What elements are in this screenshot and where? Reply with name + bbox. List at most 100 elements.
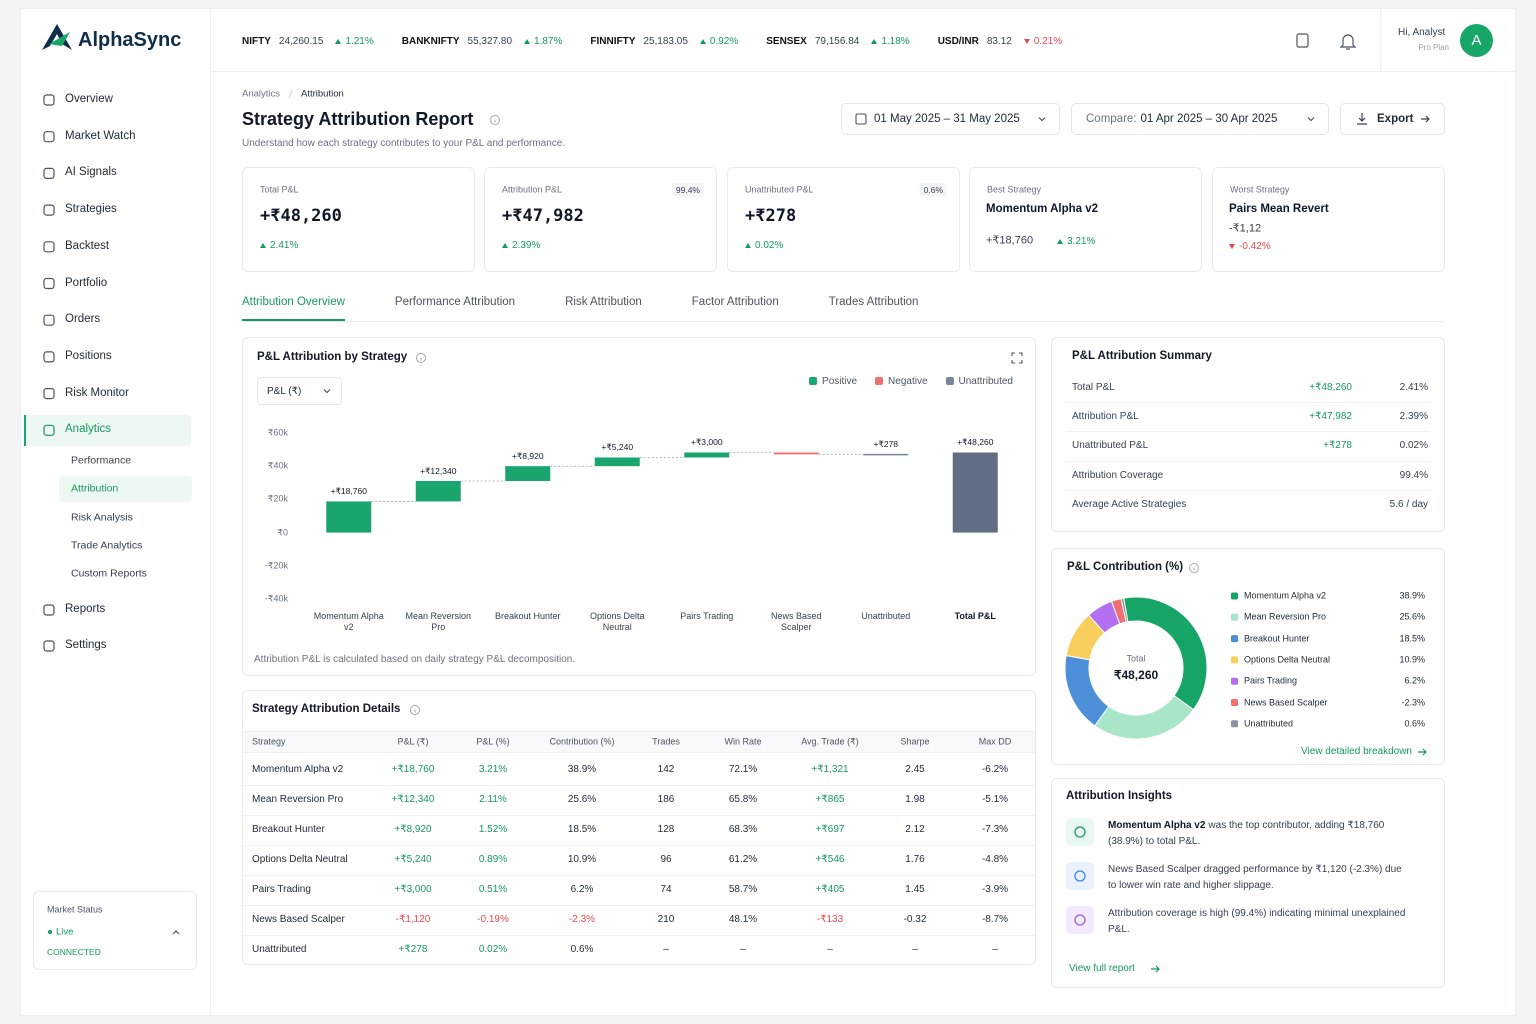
ticker-item: NIFTY 24,260.15 1.21% (242, 36, 374, 47)
kpi-value: +₹278 (745, 205, 797, 226)
nav-item[interactable]: Settings (65, 639, 107, 652)
table-cell: -2.3% (568, 914, 596, 925)
subnav-item[interactable]: Trade Analytics (71, 539, 143, 552)
legend-value: -2.3% (1401, 697, 1425, 708)
row-sep (243, 935, 1035, 936)
table-cell: 72.1% (728, 764, 758, 775)
kpi-strategy: Pairs Mean Revert (1229, 203, 1329, 216)
full-report-link[interactable]: View full report (1069, 963, 1135, 974)
legend-value: 10.9% (1399, 654, 1425, 665)
change-arrow (335, 38, 342, 44)
subnav-active-bg (59, 476, 192, 503)
ticker-name: NIFTY (242, 35, 271, 47)
table-cell: +₹405 (815, 884, 845, 895)
ticker-item: SENSEX 79,156.84 1.18% (766, 36, 909, 47)
breakdown-link[interactable]: View detailed breakdown (1300, 746, 1412, 757)
nav-item[interactable]: AI Signals (65, 166, 117, 179)
legend-label: Unattributed (1244, 718, 1294, 729)
avatar[interactable]: A (1460, 24, 1493, 57)
table-cell: +₹865 (815, 794, 845, 805)
legend-label: Unattributed (958, 375, 1013, 387)
row-sep (243, 785, 1035, 786)
kpi-value: +₹48,260 (260, 205, 342, 226)
subnav-item[interactable]: Risk Analysis (71, 511, 133, 524)
table-cell: +₹278 (398, 944, 428, 955)
kpi-change-value: 3.21% (1067, 235, 1096, 247)
strategy-name: Momentum Alpha v2 (252, 764, 344, 775)
nav-item[interactable]: Portfolio (65, 276, 108, 289)
nav-item[interactable]: Overview (65, 93, 113, 106)
ticker-change: 1.21% (345, 35, 374, 47)
x-tick-label: Pairs Trading (680, 611, 734, 621)
insight-text: Attribution coverage is high (99.4%) ind… (1108, 906, 1408, 938)
nav-item[interactable]: Positions (65, 349, 112, 362)
table-cell: -₹133 (816, 914, 844, 925)
summary-percent: 2.39% (1399, 411, 1428, 423)
nav-item[interactable]: Orders (65, 313, 101, 326)
x-tick-label: News Based Scalper (770, 611, 822, 632)
value-label: +₹12,340 (420, 465, 457, 476)
subnav-item[interactable]: Performance (71, 454, 132, 467)
tab[interactable]: Attribution Overview (242, 294, 345, 321)
summary-label: Unattributed P&L (1072, 440, 1149, 452)
y-tick-label: ₹40k (267, 460, 288, 471)
table-cell: +₹18,760 (391, 764, 435, 775)
table-cell: -0.19% (477, 914, 509, 925)
column-header: Win Rate (724, 736, 762, 747)
subnav-item[interactable]: Attribution (71, 483, 119, 495)
tab[interactable]: Performance Attribution (394, 296, 516, 308)
legend-value: 6.2% (1404, 675, 1425, 686)
details-title: Strategy Attribution Details (252, 703, 401, 716)
change-arrow (699, 38, 706, 44)
donut-center-value: ₹48,260 (1113, 667, 1159, 682)
strategy-name: Breakout Hunter (252, 824, 325, 835)
tab[interactable]: Trades Attribution (828, 296, 919, 308)
legend-label: Positive (822, 375, 858, 387)
chart-selector[interactable]: P&L (₹) (257, 377, 342, 405)
table-cell: 65.8% (728, 794, 758, 805)
subnav-item[interactable]: Custom Reports (71, 567, 147, 580)
breadcrumb[interactable]: Analytics (242, 88, 281, 100)
ticker-item: BANKNIFTY 55,327.80 1.87% (402, 36, 563, 47)
x-tick-label: Total P&L (954, 611, 996, 621)
tab[interactable]: Factor Attribution (691, 296, 779, 308)
table-cell: 0.89% (478, 854, 508, 865)
table-cell: 1.52% (478, 824, 508, 835)
kpi-change: 0.02% (745, 238, 865, 252)
export-button[interactable]: Export (1340, 103, 1445, 135)
table-cell: 2.11% (479, 794, 507, 805)
nav-item[interactable]: Reports (65, 603, 106, 616)
column-header: Max DD (978, 736, 1012, 747)
nav-item[interactable]: Strategies (65, 203, 117, 216)
user-greeting: Hi, Analyst (1398, 27, 1446, 38)
waterfall-card (242, 337, 1036, 676)
summary-sep (1066, 489, 1430, 491)
summary-percent: 99.4% (1399, 469, 1428, 481)
insight-icon (1066, 818, 1094, 846)
date-range-button[interactable]: 01 May 2025 – 31 May 2025 (841, 103, 1060, 135)
nav-item[interactable]: Market Watch (65, 129, 136, 142)
value-label: +₹18,760 (330, 486, 367, 497)
legend-label: Options Delta Neutral (1244, 654, 1331, 665)
compare-button[interactable]: Compare: 01 Apr 2025 – 30 Apr 2025 (1071, 103, 1329, 135)
legend-item: Unattributed (945, 375, 1013, 387)
table-cell: -₹1,120 (395, 914, 431, 925)
nav-item[interactable]: Backtest (65, 239, 110, 252)
table-cell: 210 (657, 914, 675, 925)
legend-item: Negative (875, 376, 928, 387)
table-cell: +₹5,240 (394, 854, 432, 865)
tab[interactable]: Risk Attribution (565, 296, 642, 308)
change-arrow (524, 38, 531, 44)
brand[interactable]: AlphaSync (78, 29, 182, 51)
table-cell: 68.3% (728, 824, 758, 835)
nav-item[interactable]: Analytics (65, 423, 112, 436)
nav-item[interactable]: Risk Monitor (65, 386, 129, 399)
table-cell: +₹8,920 (394, 824, 432, 835)
topbar-sep (1380, 8, 1381, 71)
legend-label: Momentum Alpha v2 (1244, 590, 1327, 601)
kpi-change: 2.41% (260, 238, 380, 252)
table-cell: – (912, 944, 918, 955)
kpi-label: Total P&L (260, 184, 299, 195)
insight-lead: Momentum Alpha v2 (1108, 820, 1206, 831)
legend-item: Positive (809, 376, 857, 387)
